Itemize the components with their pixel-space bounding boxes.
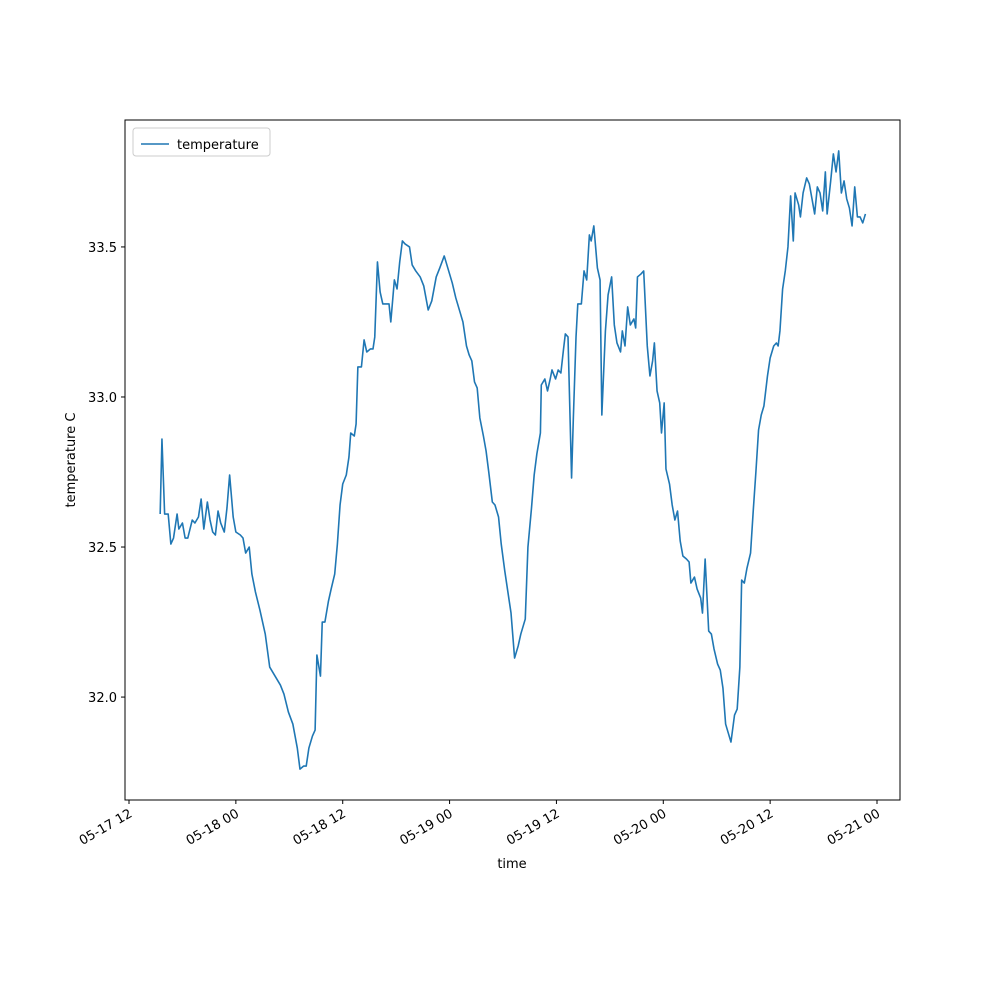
legend: temperature: [132, 127, 271, 157]
y-tick-label: 32.5: [88, 541, 117, 556]
y-axis-label: temperature C: [64, 413, 79, 508]
legend-label: temperature: [177, 138, 259, 153]
data-line: [159, 150, 867, 770]
y-tick-label: 33.0: [88, 391, 117, 406]
y-tick-label: 32.0: [88, 691, 117, 706]
x-axis-label: time: [497, 857, 526, 872]
y-tick-label: 33.5: [88, 241, 117, 256]
plot-frame: [124, 119, 901, 801]
legend-box: [132, 127, 271, 157]
